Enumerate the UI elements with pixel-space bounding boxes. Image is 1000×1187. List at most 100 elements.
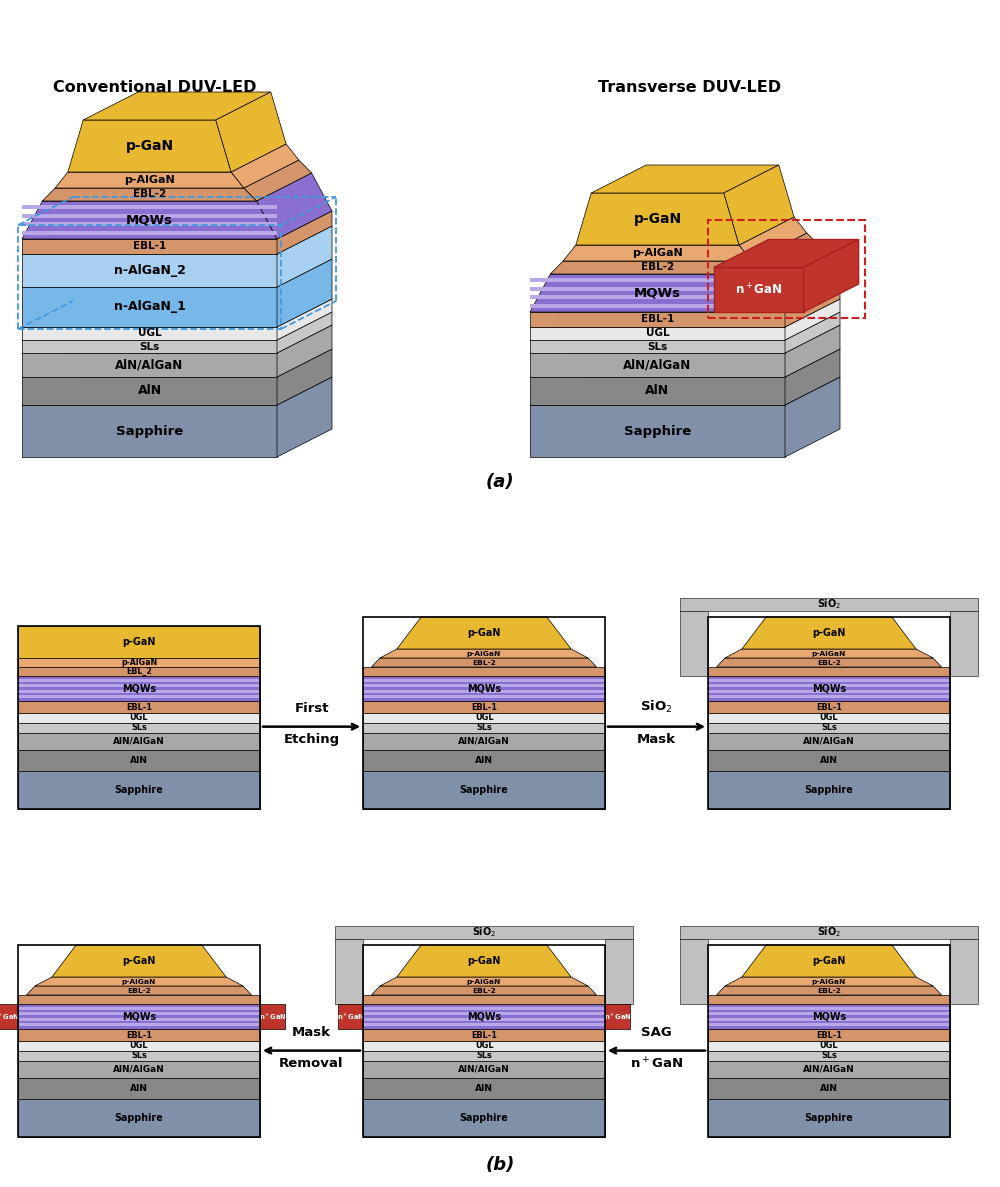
- Bar: [708, 995, 950, 1004]
- Text: MQWs: MQWs: [122, 684, 156, 693]
- Polygon shape: [591, 165, 779, 193]
- Text: AlN/AlGaN: AlN/AlGaN: [458, 737, 510, 745]
- Bar: [708, 1041, 950, 1050]
- Bar: [18, 1050, 260, 1061]
- Text: AlN/AlGaN: AlN/AlGaN: [113, 1065, 165, 1074]
- Text: Sapphire: Sapphire: [805, 1113, 853, 1123]
- Polygon shape: [22, 312, 332, 339]
- Text: MQWs: MQWs: [122, 1011, 156, 1022]
- Text: AlN: AlN: [820, 1084, 838, 1093]
- Bar: [18, 1004, 260, 1029]
- Text: p-GaN: p-GaN: [122, 956, 156, 966]
- Polygon shape: [739, 217, 807, 261]
- Bar: [708, 713, 950, 723]
- Polygon shape: [22, 299, 332, 326]
- Bar: [363, 772, 605, 810]
- Polygon shape: [22, 201, 277, 239]
- Polygon shape: [714, 240, 859, 267]
- Polygon shape: [752, 233, 820, 274]
- Text: AlN: AlN: [130, 756, 148, 764]
- Text: p-AlGaN: p-AlGaN: [121, 658, 157, 667]
- Bar: [708, 679, 950, 681]
- Polygon shape: [725, 649, 933, 658]
- Text: UGL: UGL: [130, 713, 148, 723]
- Polygon shape: [742, 945, 916, 977]
- Polygon shape: [563, 245, 752, 261]
- Text: MQWs: MQWs: [634, 286, 681, 299]
- Bar: [22, 239, 277, 254]
- Bar: [363, 677, 605, 702]
- Polygon shape: [785, 312, 840, 353]
- Bar: [708, 1013, 950, 1015]
- Text: n$^+$GaN: n$^+$GaN: [735, 283, 782, 298]
- Text: p-AlGaN: p-AlGaN: [812, 650, 846, 656]
- Text: UGL: UGL: [138, 329, 161, 338]
- Text: First: First: [294, 702, 329, 715]
- Text: p-AlGaN: p-AlGaN: [467, 650, 501, 656]
- Text: EBL-2: EBL-2: [641, 262, 674, 273]
- Bar: [18, 702, 260, 713]
- Bar: [708, 685, 950, 687]
- Text: p-GaN: p-GaN: [125, 139, 174, 153]
- Text: Transverse DUV-LED: Transverse DUV-LED: [598, 80, 782, 95]
- Bar: [18, 1023, 260, 1027]
- Text: n$^+$GaN: n$^+$GaN: [0, 1011, 19, 1022]
- Text: p-GaN: p-GaN: [633, 212, 682, 226]
- Polygon shape: [804, 240, 859, 312]
- Polygon shape: [680, 926, 978, 939]
- Bar: [363, 750, 605, 772]
- Bar: [18, 685, 260, 687]
- Polygon shape: [335, 926, 633, 939]
- Text: EBL-2: EBL-2: [472, 988, 496, 994]
- Bar: [22, 214, 277, 218]
- Bar: [708, 1004, 950, 1029]
- Bar: [22, 222, 277, 227]
- Polygon shape: [277, 312, 332, 353]
- Text: SLs: SLs: [647, 342, 668, 351]
- Text: EBL-2: EBL-2: [817, 660, 841, 666]
- Text: Sapphire: Sapphire: [460, 1113, 508, 1123]
- Bar: [18, 750, 260, 772]
- Bar: [260, 1004, 285, 1029]
- Bar: [18, 226, 281, 329]
- Polygon shape: [716, 986, 942, 995]
- Polygon shape: [576, 217, 794, 245]
- Text: AlN/AlGaN: AlN/AlGaN: [803, 737, 855, 745]
- Bar: [22, 254, 277, 287]
- Text: AlN/AlGaN: AlN/AlGaN: [115, 358, 184, 372]
- Polygon shape: [231, 144, 299, 188]
- Polygon shape: [397, 945, 571, 977]
- Bar: [530, 377, 785, 405]
- Text: p-AlGaN: p-AlGaN: [812, 979, 846, 985]
- Bar: [18, 713, 260, 723]
- Text: Etching: Etching: [283, 732, 340, 745]
- Text: AlN: AlN: [475, 1084, 493, 1093]
- Bar: [363, 1007, 605, 1010]
- Text: Sapphire: Sapphire: [460, 785, 508, 795]
- Bar: [22, 205, 277, 209]
- Bar: [363, 1004, 605, 1029]
- Bar: [18, 1018, 260, 1021]
- Bar: [18, 677, 260, 702]
- Polygon shape: [277, 211, 332, 254]
- Text: p-AlGaN: p-AlGaN: [632, 248, 683, 258]
- Bar: [363, 667, 605, 677]
- Bar: [680, 611, 708, 677]
- Text: SLs: SLs: [139, 342, 160, 351]
- Bar: [708, 723, 950, 734]
- Bar: [605, 939, 633, 1004]
- Text: SiO$_2$: SiO$_2$: [472, 926, 496, 939]
- Polygon shape: [530, 299, 840, 326]
- Bar: [708, 1050, 950, 1061]
- Text: n$^+$GaN: n$^+$GaN: [337, 1011, 364, 1022]
- Text: p-GaN: p-GaN: [467, 628, 501, 637]
- Bar: [530, 287, 785, 291]
- Text: UGL: UGL: [820, 1041, 838, 1050]
- Text: Sapphire: Sapphire: [116, 425, 183, 438]
- Bar: [22, 339, 277, 353]
- Bar: [708, 667, 950, 677]
- Text: MQWs: MQWs: [467, 1011, 501, 1022]
- Bar: [708, 945, 950, 1137]
- Bar: [18, 734, 260, 750]
- Text: Removal: Removal: [279, 1056, 344, 1069]
